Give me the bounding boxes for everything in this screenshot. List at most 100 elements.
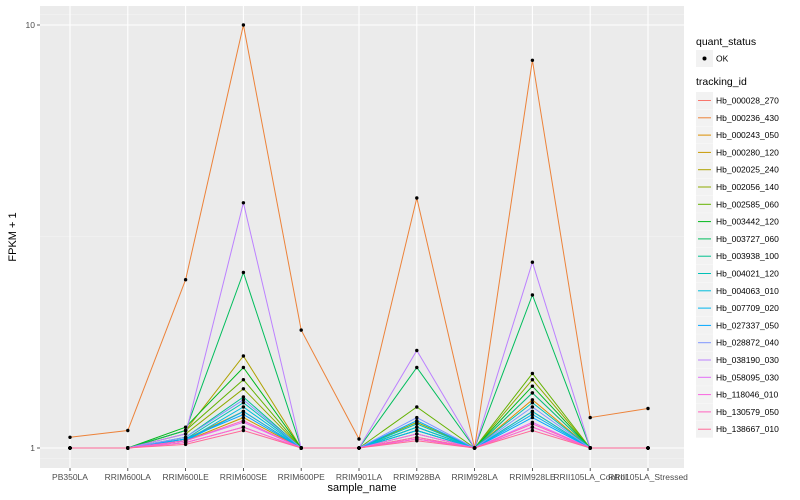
data-point [241, 428, 246, 433]
data-point [530, 398, 535, 402]
data-point [530, 371, 535, 376]
data-point [357, 437, 361, 441]
data-point [241, 425, 246, 429]
data-point [68, 435, 72, 439]
legend-item: Hb_000280_120 [696, 143, 779, 161]
data-point [241, 354, 246, 358]
legend-item: Hb_004021_120 [696, 265, 779, 282]
y-axis-ticks: 1 10 [26, 20, 40, 453]
data-point [241, 395, 246, 399]
data-point [415, 425, 419, 429]
data-point [646, 406, 650, 411]
data-point [415, 365, 419, 370]
x-axis-title: sample_name [327, 482, 396, 494]
data-point [241, 387, 246, 391]
data-point [415, 422, 419, 426]
data-point [415, 432, 419, 436]
data-point [299, 446, 303, 450]
legend-label-ok: OK [716, 54, 729, 64]
data-point [530, 415, 535, 420]
data-point [530, 384, 535, 388]
data-point [241, 409, 246, 414]
data-points [68, 23, 650, 450]
data-point [588, 446, 592, 450]
data-point [530, 412, 535, 417]
data-point [183, 442, 188, 447]
x-tick-label: RRIM928LE [509, 472, 556, 482]
legend-item: Hb_002025_240 [696, 161, 779, 179]
legend-item: Hb_138667_010 [696, 420, 779, 438]
legend-item: Hb_004063_010 [696, 282, 779, 300]
data-point [126, 446, 130, 450]
legend-item: Hb_130579_050 [696, 403, 779, 421]
legend-label: Hb_002025_240 [716, 165, 779, 175]
x-axis-ticks: PB350LA RRIM600LA RRIM600LE RRIM600SE RRIM60… [52, 468, 688, 482]
data-point [241, 412, 246, 417]
data-point [415, 439, 419, 443]
data-point [241, 398, 246, 402]
x-tick-label: RRIM901LA [336, 472, 383, 482]
data-point [530, 293, 535, 297]
legend-label: Hb_004063_010 [716, 286, 779, 296]
y-tick-label: 1 [30, 443, 35, 453]
legend-item: Hb_003938_100 [696, 247, 779, 265]
legend-item: Hb_027337_050 [696, 316, 779, 334]
legend-label: Hb_118046_010 [716, 390, 779, 400]
data-point [183, 439, 188, 443]
data-point [241, 415, 246, 420]
legend-item: Hb_002056_140 [696, 178, 779, 196]
x-tick-label: RRIM600LE [162, 472, 209, 482]
legend-title-tracking-id: tracking_id [696, 76, 747, 88]
data-point [415, 405, 419, 409]
data-point [530, 425, 535, 429]
plot-panel [40, 6, 684, 468]
legend: quant_status OK tracking_id Hb_000028_27… [696, 36, 779, 438]
legend-label: Hb_130579_050 [716, 407, 779, 417]
x-tick-label: RRIM600PE [278, 472, 326, 482]
legend-label: Hb_000280_120 [716, 147, 779, 157]
data-point [415, 415, 419, 420]
legend-label: Hb_003442_120 [716, 217, 779, 227]
data-point [183, 435, 188, 439]
data-point [530, 378, 535, 382]
data-point [241, 201, 246, 205]
x-tick-label: RRIM600SE [220, 472, 268, 482]
data-point [530, 260, 535, 264]
legend-label: Hb_027337_050 [716, 320, 779, 330]
data-point [588, 415, 592, 420]
grid-lines [40, 6, 684, 468]
legend-item: Hb_000236_430 [696, 109, 779, 127]
data-point [415, 419, 419, 423]
data-point [241, 419, 246, 423]
legend-item: Hb_058095_030 [696, 368, 779, 386]
data-point [530, 58, 535, 62]
legend-item: Hb_118046_010 [696, 386, 779, 404]
data-point [241, 270, 246, 275]
data-point [241, 401, 246, 405]
data-point [530, 409, 535, 414]
legend-item: Hb_003727_060 [696, 230, 779, 248]
data-point [183, 425, 188, 429]
legend-item-ok: OK [696, 50, 729, 67]
legend-label: Hb_004021_120 [716, 269, 779, 279]
legend-label: Hb_058095_030 [716, 372, 779, 382]
x-tick-label: PB350LA [52, 472, 88, 482]
legend-label: Hb_003727_060 [716, 234, 779, 244]
legend-item: Hb_038190_030 [696, 351, 779, 369]
legend-label: Hb_002585_060 [716, 199, 779, 209]
data-point [241, 378, 246, 382]
data-point [530, 405, 535, 409]
x-tick-label: RRIM928BA [393, 472, 441, 482]
data-point [183, 432, 188, 436]
data-point [646, 446, 650, 450]
x-tick-label: RRII105LA_Control [553, 472, 627, 482]
legend-label: Hb_038190_030 [716, 355, 779, 365]
data-point [530, 401, 535, 405]
legend-item: Hb_028872_040 [696, 334, 779, 352]
legend-label: Hb_007709_020 [716, 303, 779, 313]
legend-label: Hb_028872_040 [716, 338, 779, 348]
data-point [530, 391, 535, 395]
y-axis-title: FPKM + 1 [7, 212, 19, 261]
data-point [472, 446, 477, 450]
